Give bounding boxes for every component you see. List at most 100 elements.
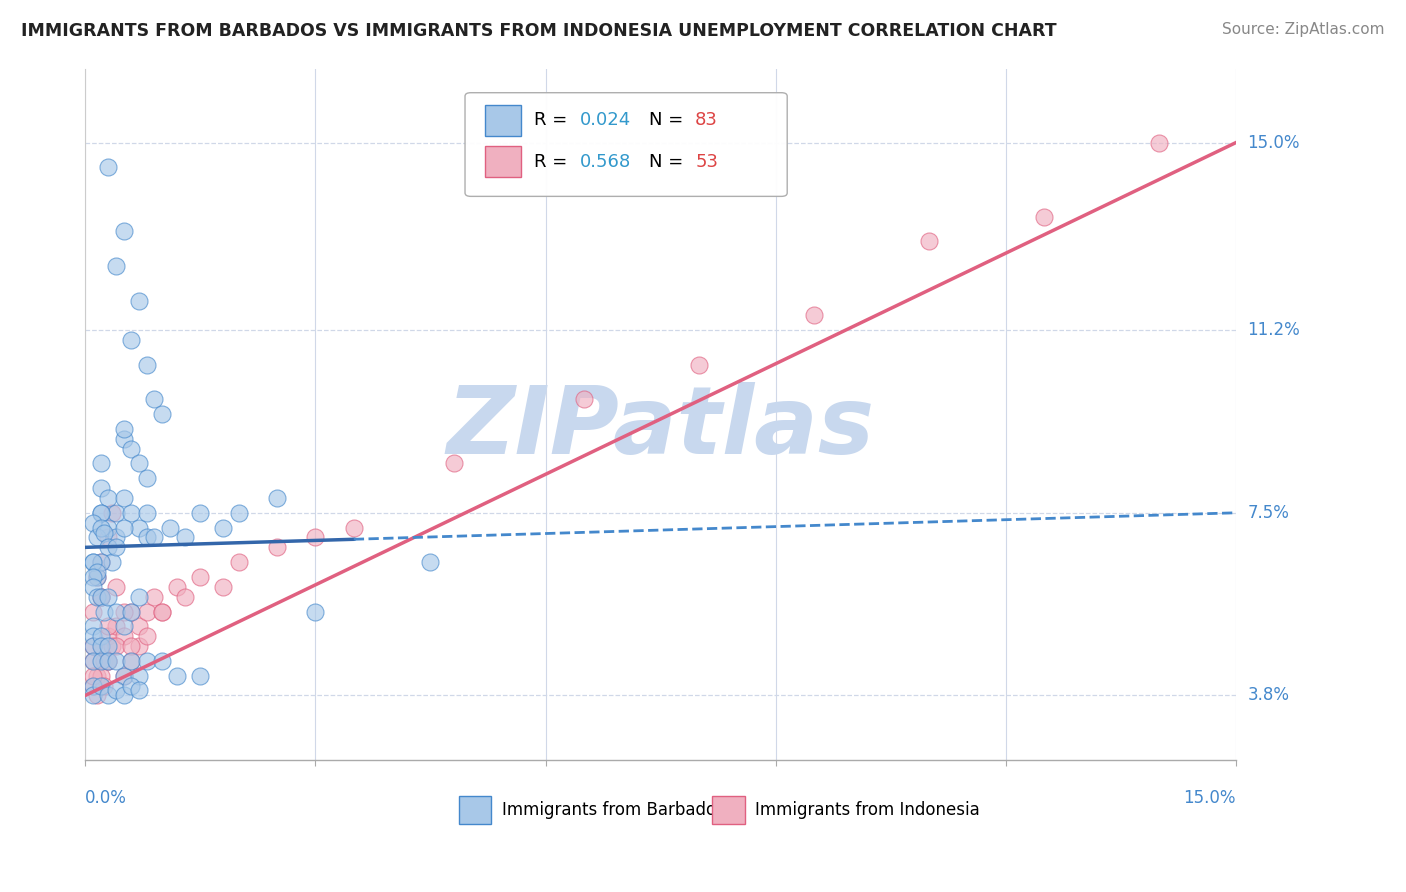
Point [150,605,173,619]
Point [212,520,235,534]
Point [104,683,127,698]
Point [174,590,197,604]
Point [97,654,120,668]
Point [97,619,120,633]
Point [143,590,166,604]
Point [112,491,135,505]
Text: IMMIGRANTS FROM BARBADOS VS IMMIGRANTS FROM INDONESIA UNEMPLOYMENT CORRELATION C: IMMIGRANTS FROM BARBADOS VS IMMIGRANTS F… [21,22,1057,40]
Text: 0.0%: 0.0% [86,789,127,807]
Point [135,654,157,668]
Point [228,506,250,520]
Point [82,679,104,693]
Point [918,235,941,249]
Point [104,259,127,273]
Text: N =: N = [650,153,689,170]
FancyBboxPatch shape [485,104,522,136]
Point [120,506,142,520]
Point [93,605,115,619]
Point [82,580,104,594]
Point [120,679,142,693]
Point [104,541,127,555]
Point [90,481,112,495]
Point [120,654,142,668]
Point [82,619,104,633]
Point [90,590,112,604]
Point [90,654,112,668]
Point [128,590,150,604]
Point [82,555,104,569]
Point [120,442,142,456]
Text: Immigrants from Indonesia: Immigrants from Indonesia [755,801,980,819]
Point [86,565,108,579]
Point [101,506,124,520]
Point [82,639,104,653]
Point [86,590,108,604]
Point [135,629,157,643]
FancyBboxPatch shape [465,93,787,196]
Point [86,570,108,584]
Point [86,689,108,703]
Point [101,555,124,569]
Point [419,555,441,569]
FancyBboxPatch shape [713,797,745,824]
Point [90,639,112,653]
FancyBboxPatch shape [460,797,492,824]
Point [97,689,120,703]
Point [82,679,104,693]
Text: Source: ZipAtlas.com: Source: ZipAtlas.com [1222,22,1385,37]
Point [128,683,150,698]
Text: Immigrants from Barbados: Immigrants from Barbados [502,801,724,819]
Text: ZIPatlas: ZIPatlas [447,382,875,474]
Point [104,639,127,653]
Point [120,639,142,653]
Point [135,506,157,520]
Point [97,590,120,604]
Point [104,506,127,520]
Point [150,605,173,619]
Point [82,668,104,682]
Point [93,654,115,668]
Point [190,570,212,584]
Text: N =: N = [650,112,689,129]
Text: 0.024: 0.024 [581,112,631,129]
Point [112,422,135,436]
Point [90,590,112,604]
Point [112,605,135,619]
Point [803,309,825,323]
Point [86,531,108,545]
Point [120,654,142,668]
Point [90,679,112,693]
Point [1149,136,1171,150]
Text: R =: R = [534,153,574,170]
Point [101,639,124,653]
Point [82,639,104,653]
Text: 15.0%: 15.0% [1184,789,1236,807]
Point [112,689,135,703]
Point [97,654,120,668]
Point [166,580,188,594]
Y-axis label: Unemployment: Unemployment [0,345,8,483]
Text: 3.8%: 3.8% [1247,687,1289,705]
Point [90,668,112,682]
Point [82,629,104,643]
FancyBboxPatch shape [485,146,522,178]
Text: 53: 53 [695,153,718,170]
Point [90,555,112,569]
Point [90,506,112,520]
Point [1033,210,1056,224]
Point [93,525,115,540]
Point [128,639,150,653]
Point [304,605,326,619]
Point [128,457,150,471]
Text: 0.568: 0.568 [581,153,631,170]
Point [112,629,135,643]
Point [112,224,135,238]
Point [120,605,142,619]
Point [150,407,173,421]
Text: R =: R = [534,112,574,129]
Point [128,619,150,633]
Point [128,293,150,308]
Point [90,555,112,569]
Point [443,457,465,471]
Point [688,358,710,372]
